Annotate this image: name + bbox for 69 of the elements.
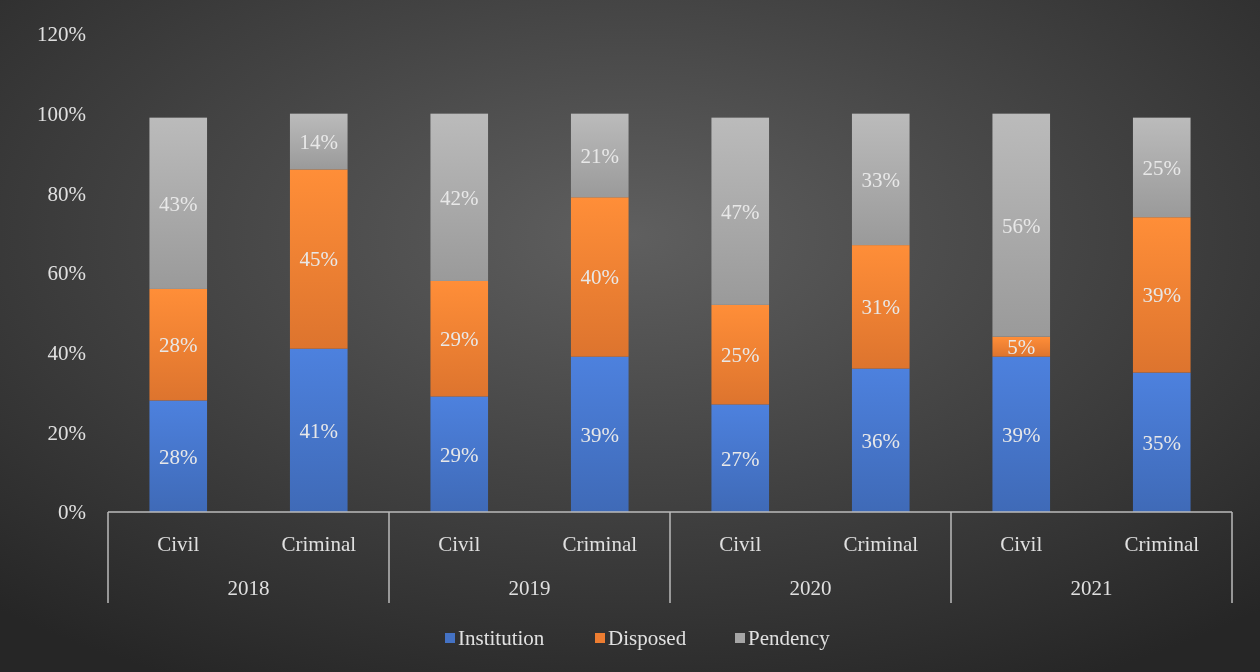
data-label: 47% — [721, 199, 760, 224]
bar — [711, 404, 770, 512]
data-label: 40% — [580, 265, 619, 290]
data-label: 29% — [440, 327, 479, 352]
y-tick-label: 120% — [37, 22, 86, 47]
text: 2021 — [1070, 576, 1113, 601]
data-label: 33% — [861, 167, 900, 192]
bar — [570, 197, 629, 357]
data-label: 28% — [159, 333, 198, 358]
bar — [430, 113, 489, 281]
data-label: 29% — [440, 442, 479, 467]
x-tick-label: Criminal — [843, 532, 919, 557]
y-tick-label: 40% — [47, 341, 86, 366]
data-label: 35% — [1142, 430, 1181, 455]
data-label: 27% — [721, 446, 760, 471]
x-tick-label: Civil — [719, 532, 762, 557]
y-tick-label: 0% — [58, 500, 86, 525]
bar — [430, 396, 489, 512]
bar — [992, 113, 1051, 337]
legend-label: Pendency — [748, 626, 831, 651]
bar — [851, 113, 910, 246]
data-label: 5% — [1007, 335, 1036, 360]
data-label: 31% — [861, 295, 900, 320]
text: 2020 — [789, 576, 832, 601]
bar — [570, 356, 629, 512]
data-label: 56% — [1002, 213, 1041, 238]
data-label: 42% — [440, 185, 479, 210]
data-label: 25% — [721, 343, 760, 368]
y-tick-label: 20% — [47, 420, 86, 445]
legend-label: Institution — [458, 626, 545, 651]
x-tick-label: Civil — [157, 532, 200, 557]
bar — [1132, 372, 1191, 512]
data-label: 43% — [159, 191, 198, 216]
bar — [149, 400, 208, 512]
bar — [289, 113, 348, 170]
bar — [430, 280, 489, 397]
data-label: 39% — [580, 422, 619, 447]
y-tick-label: 100% — [37, 102, 86, 127]
data-label: 14% — [299, 129, 338, 154]
bar — [149, 288, 208, 401]
bar — [1132, 217, 1191, 373]
legend-label: Disposed — [608, 626, 687, 651]
data-label: 25% — [1142, 155, 1181, 180]
x-tick-label: Civil — [1000, 532, 1043, 557]
text: 2018 — [227, 576, 270, 601]
data-label: 21% — [580, 143, 619, 168]
text: 2019 — [508, 576, 551, 601]
data-label: 41% — [299, 418, 338, 443]
data-label: 36% — [861, 428, 900, 453]
data-label: 45% — [299, 247, 338, 272]
y-tick-label: 60% — [47, 261, 86, 286]
data-label: 28% — [159, 444, 198, 469]
x-tick-label: Criminal — [281, 532, 357, 557]
data-label: 39% — [1142, 283, 1181, 308]
bar — [711, 304, 770, 405]
x-tick-label: Civil — [438, 532, 481, 557]
bar — [289, 348, 348, 512]
bar — [851, 245, 910, 369]
bar — [289, 169, 348, 349]
x-tick-label: Criminal — [1124, 532, 1200, 557]
bar — [711, 117, 770, 305]
y-tick-label: 80% — [47, 181, 86, 206]
bar — [149, 117, 208, 289]
bar — [851, 368, 910, 512]
bar — [992, 356, 1051, 512]
bar — [570, 113, 629, 198]
data-label: 39% — [1002, 422, 1041, 447]
bar — [1132, 117, 1191, 218]
x-tick-label: Criminal — [562, 532, 638, 557]
